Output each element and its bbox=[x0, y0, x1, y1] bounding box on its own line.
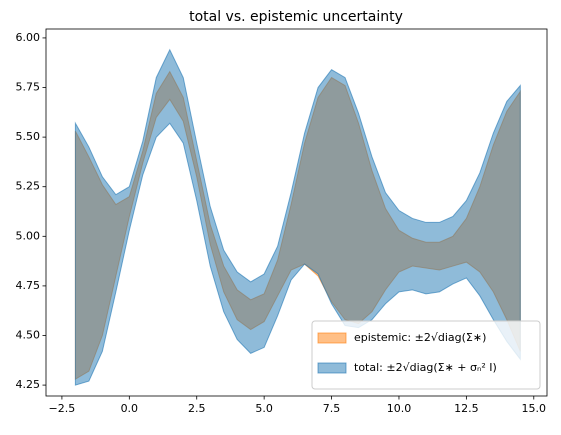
y-tick-label: 4.75 bbox=[16, 279, 41, 292]
x-tick-label: 12.5 bbox=[454, 402, 479, 415]
y-tick-label: 5.25 bbox=[16, 180, 41, 193]
x-tick-label: 5.0 bbox=[255, 402, 273, 415]
y-tick-label: 4.25 bbox=[16, 378, 41, 391]
x-tick-label: 10.0 bbox=[387, 402, 412, 415]
legend-box bbox=[311, 320, 541, 390]
x-tick-label: 15.0 bbox=[522, 402, 547, 415]
x-tick-label: 2.5 bbox=[188, 402, 206, 415]
x-tick-label: 0.0 bbox=[121, 402, 139, 415]
legend-swatch bbox=[317, 332, 347, 344]
plot-frame bbox=[45, 28, 548, 397]
y-tick-label: 5.00 bbox=[16, 229, 41, 242]
y-tick-label: 5.50 bbox=[16, 130, 41, 143]
x-tick-label: −2.5 bbox=[49, 402, 76, 415]
chart-title: total vs. epistemic uncertainty bbox=[189, 9, 403, 25]
y-tick-label: 6.00 bbox=[16, 31, 41, 44]
y-tick-label: 5.75 bbox=[16, 81, 41, 94]
legend-label: epistemic: ±2√diag(Σ∗) bbox=[354, 331, 486, 344]
x-tick-label: 7.5 bbox=[323, 402, 341, 415]
legend-swatch bbox=[317, 362, 347, 374]
y-tick-label: 4.50 bbox=[16, 328, 41, 341]
legend: epistemic: ±2√diag(Σ∗) total: ±2√diag(Σ∗ … bbox=[311, 320, 541, 390]
legend-label: total: ±2√diag(Σ∗ + σₙ² I) bbox=[354, 361, 497, 374]
